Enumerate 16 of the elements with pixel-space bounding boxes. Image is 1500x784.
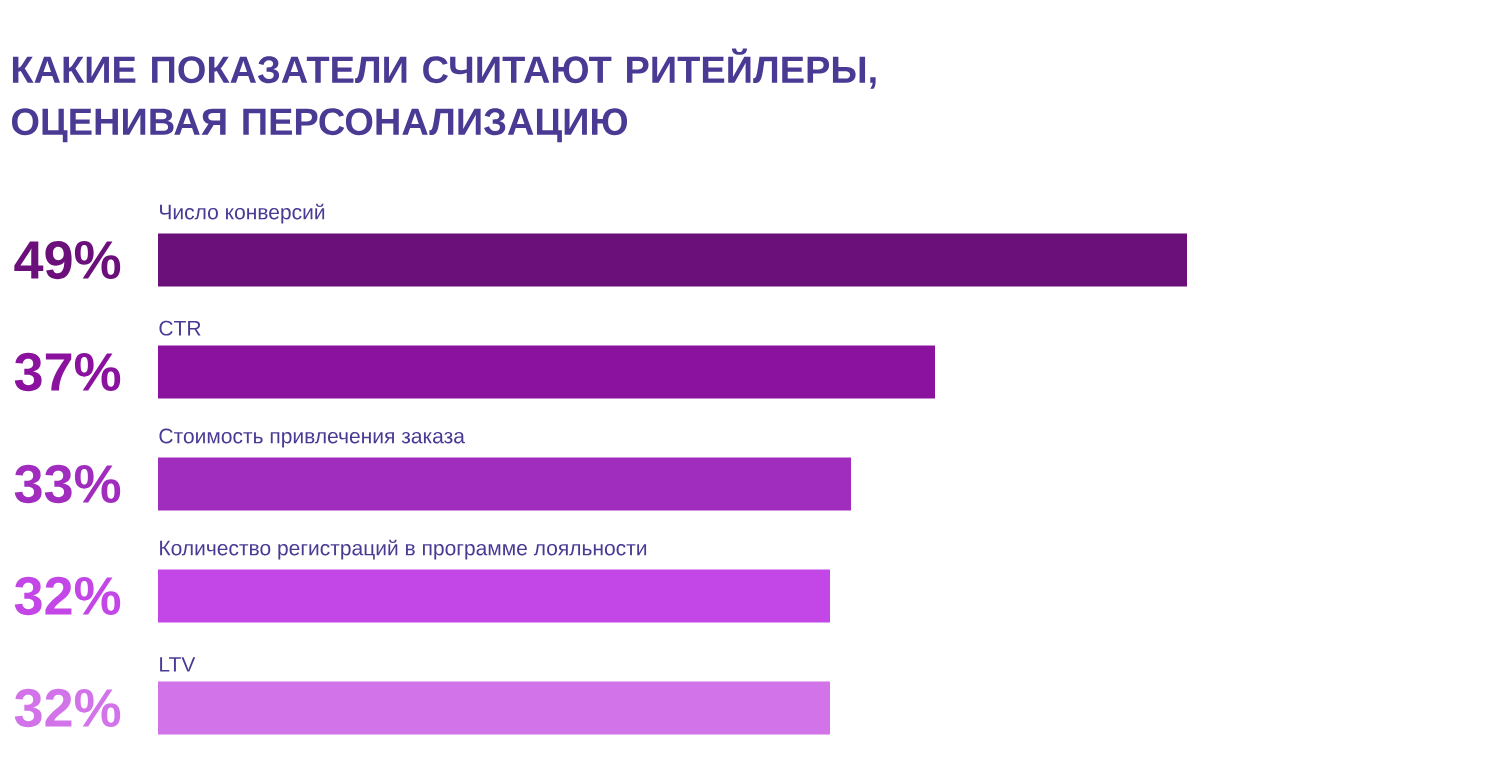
y-tick-label: CTR [159, 320, 201, 336]
data-label: 32% [14, 576, 121, 616]
y-tick-label: LTV [160, 657, 196, 672]
bar [158, 681, 830, 735]
chart-title: КАКИЕ ПОКАЗАТЕЛИ СЧИТАЮТ РИТЕЙЛЕРЫ, ОЦЕНИВАЯ ПЕРСОНАЛИЗАЦИЮ [11, 48, 876, 143]
bar [158, 233, 1188, 287]
data-label: 49% [14, 240, 121, 280]
y-tick-label: Число конверсий [160, 203, 325, 224]
y-tick-label: Стоимость привлечения заказа [159, 428, 465, 448]
data-label: 32% [14, 688, 121, 728]
bar [158, 569, 830, 623]
data-label: 37% [14, 352, 121, 392]
bar [158, 457, 851, 511]
bar [158, 345, 935, 399]
y-tick-label: Количество регистраций в программе лояльности [160, 539, 647, 560]
data-label: 33% [14, 464, 121, 504]
